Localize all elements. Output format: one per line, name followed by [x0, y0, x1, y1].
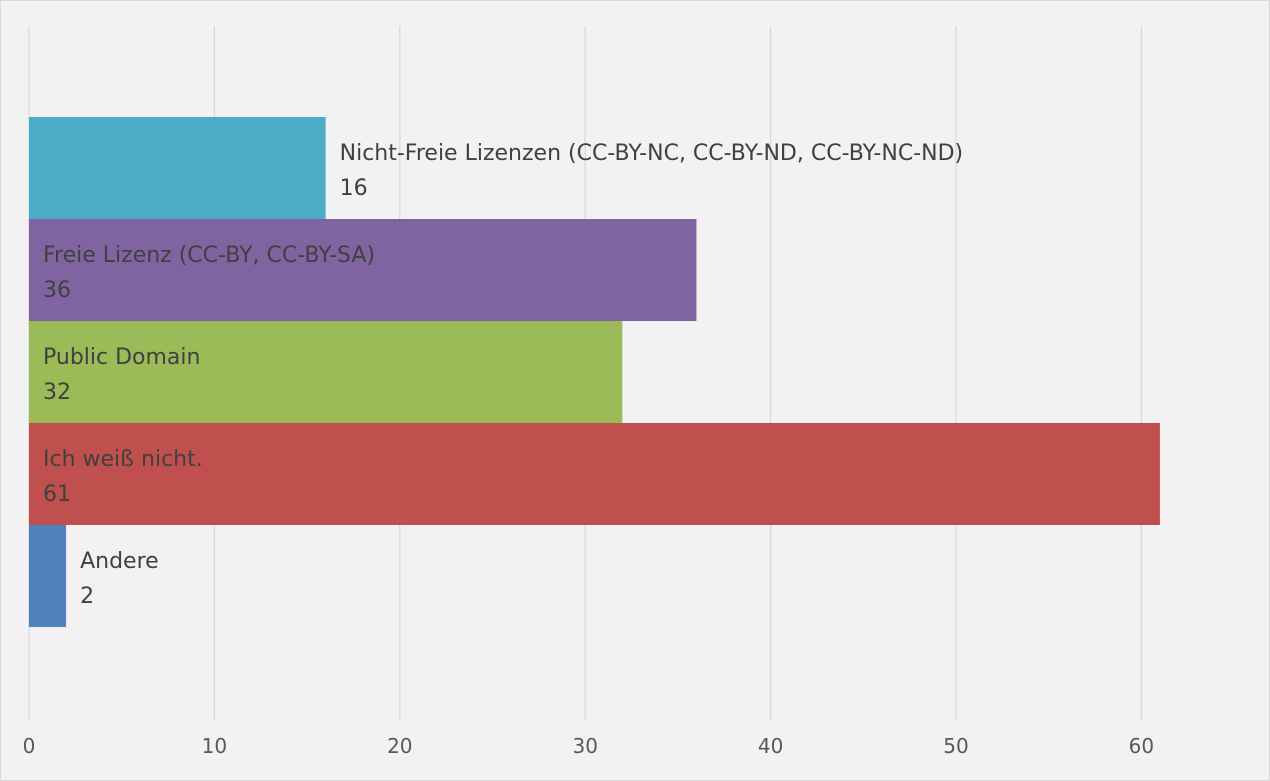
bar-value-label: 16 [340, 176, 368, 201]
bar-category-label: Nicht-Freie Lizenzen (CC-BY-NC, CC-BY-ND… [340, 141, 964, 166]
x-tick-label: 10 [202, 734, 227, 758]
bar-category-label: Ich weiß nicht. [43, 447, 203, 472]
bar [29, 525, 67, 627]
bar-value-label: 61 [43, 482, 71, 507]
x-tick-label: 20 [387, 734, 412, 758]
bar-value-label: 2 [80, 584, 94, 609]
bars [29, 117, 1160, 627]
bar [29, 117, 326, 219]
x-tick-label: 60 [1129, 734, 1154, 758]
bar [29, 423, 1160, 525]
bar-category-label: Public Domain [43, 345, 200, 370]
x-tick-label: 0 [23, 734, 36, 758]
bar [29, 321, 623, 423]
bar [29, 219, 697, 321]
x-axis-ticks: 0 10 20 30 40 50 60 [23, 734, 1154, 758]
bar-labels: Nicht-Freie Lizenzen (CC-BY-NC, CC-BY-ND… [43, 141, 963, 609]
bar-category-label: Freie Lizenz (CC-BY, CC-BY-SA) [43, 243, 375, 268]
x-tick-label: 30 [572, 734, 597, 758]
x-tick-label: 40 [758, 734, 783, 758]
bar-value-label: 32 [43, 380, 71, 405]
bar-value-label: 36 [43, 278, 71, 303]
x-tick-label: 50 [943, 734, 968, 758]
bar-category-label: Andere [80, 549, 159, 574]
